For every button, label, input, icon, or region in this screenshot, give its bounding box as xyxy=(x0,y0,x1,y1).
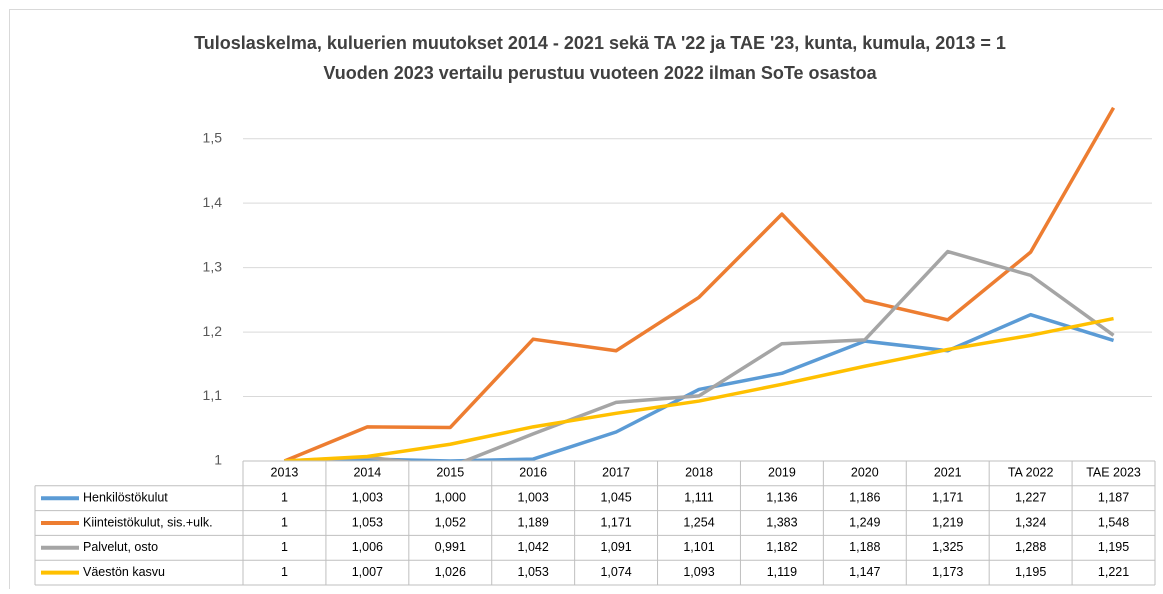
table-value: 1,249 xyxy=(849,515,880,529)
table-value: 1,042 xyxy=(518,540,549,554)
table-value: 1 xyxy=(281,490,288,504)
x-tick-label: 2020 xyxy=(851,466,879,480)
x-tick-label: TA 2022 xyxy=(1008,466,1054,480)
legend-label: Väestön kasvu xyxy=(83,565,165,579)
x-tick-label: 2013 xyxy=(271,466,299,480)
table-value: 1,101 xyxy=(683,540,714,554)
table-value: 1,227 xyxy=(1015,490,1046,504)
table-value: 1 xyxy=(281,515,288,529)
table-value: 1,383 xyxy=(766,515,797,529)
table-value: 1,188 xyxy=(849,540,880,554)
table-value: 1,006 xyxy=(352,540,383,554)
table-value: 1,325 xyxy=(932,540,963,554)
table-value: 1 xyxy=(281,565,288,579)
table-value: 1,324 xyxy=(1015,515,1046,529)
chart-border xyxy=(10,10,1163,590)
table-value: 1,026 xyxy=(435,565,466,579)
table-value: 0,991 xyxy=(435,540,466,554)
y-tick-label: 1,1 xyxy=(203,387,223,403)
table-value: 1,189 xyxy=(518,515,549,529)
table-value: 1,186 xyxy=(849,490,880,504)
x-tick-label: 2017 xyxy=(602,466,630,480)
x-tick-label: 2016 xyxy=(519,466,547,480)
table-value: 1,003 xyxy=(518,490,549,504)
table-value: 1,074 xyxy=(600,565,631,579)
x-tick-label: 2019 xyxy=(768,466,796,480)
table-value: 1,147 xyxy=(849,565,880,579)
table-value: 1,288 xyxy=(1015,540,1046,554)
table-value: 1,052 xyxy=(435,515,466,529)
table-value: 1,182 xyxy=(766,540,797,554)
table-value: 1,171 xyxy=(932,490,963,504)
table-value: 1,045 xyxy=(600,490,631,504)
legend-label: Henkilöstökulut xyxy=(83,490,168,504)
y-tick-label: 1 xyxy=(214,452,222,468)
table-value: 1,171 xyxy=(600,515,631,529)
table-value: 1 xyxy=(281,540,288,554)
x-tick-label: TAE 2023 xyxy=(1086,466,1141,480)
table-value: 1,136 xyxy=(766,490,797,504)
table-value: 1,111 xyxy=(684,490,713,504)
table-value: 1,173 xyxy=(932,565,963,579)
y-tick-label: 1,4 xyxy=(203,194,223,210)
table-value: 1,254 xyxy=(683,515,714,529)
table-value: 1,219 xyxy=(932,515,963,529)
table-value: 1,053 xyxy=(518,565,549,579)
table-value: 1,007 xyxy=(352,565,383,579)
table-value: 1,195 xyxy=(1098,540,1129,554)
table-value: 1,195 xyxy=(1015,565,1046,579)
chart-subtitle: Vuoden 2023 vertailu perustuu vuoteen 20… xyxy=(323,63,877,83)
x-tick-label: 2018 xyxy=(685,466,713,480)
table-value: 1,091 xyxy=(600,540,631,554)
x-tick-label: 2014 xyxy=(353,466,381,480)
table-value: 1,548 xyxy=(1098,515,1129,529)
table-value: 1,003 xyxy=(352,490,383,504)
table-value: 1,119 xyxy=(767,565,797,579)
table-value: 1,187 xyxy=(1098,490,1129,504)
legend-label: Palvelut, osto xyxy=(83,540,158,554)
chart-title: Tuloslaskelma, kuluerien muutokset 2014 … xyxy=(194,33,1006,53)
y-tick-label: 1,5 xyxy=(203,129,223,145)
table-value: 1,221 xyxy=(1098,565,1129,579)
x-tick-label: 2015 xyxy=(436,466,464,480)
table-value: 1,000 xyxy=(435,490,466,504)
y-tick-label: 1,2 xyxy=(203,323,223,339)
table-value: 1,093 xyxy=(683,565,714,579)
legend-label: Kiinteistökulut, sis.+ulk. xyxy=(83,515,213,529)
table-value: 1,053 xyxy=(352,515,383,529)
x-tick-label: 2021 xyxy=(934,466,962,480)
y-tick-label: 1,3 xyxy=(203,258,223,274)
